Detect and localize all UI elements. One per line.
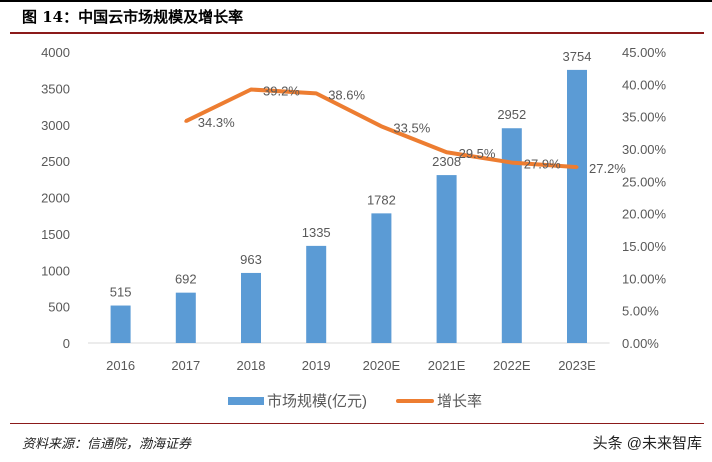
legend-bar-label: 市场规模(亿元) — [267, 393, 367, 410]
x-axis-tick: 2019 — [302, 358, 331, 373]
right-axis-tick: 20.00% — [622, 207, 667, 222]
legend-bar-swatch — [228, 397, 264, 405]
line-data-label: 27.2% — [589, 161, 626, 176]
right-axis-tick: 25.00% — [622, 174, 667, 189]
bar — [371, 213, 392, 343]
line-data-label: 38.6% — [328, 87, 365, 102]
watermark: 头条 @未来智库 — [592, 435, 702, 452]
top-border — [0, 0, 712, 2]
growth-point — [314, 91, 318, 95]
bar — [567, 69, 587, 344]
line-data-label: 34.3% — [198, 115, 235, 130]
x-axis-tick: 2021E — [428, 358, 466, 373]
right-axis-tick: 0.00% — [622, 336, 659, 351]
bar — [241, 272, 261, 343]
bar-data-label: 3754 — [563, 49, 592, 64]
right-axis-tick: 30.00% — [622, 142, 667, 157]
line-data-label: 29.5% — [459, 146, 496, 161]
right-axis-tick: 5.00% — [622, 304, 659, 319]
bar — [306, 245, 327, 343]
left-axis-tick: 500 — [48, 300, 70, 315]
x-axis-tick: 2016 — [106, 358, 135, 373]
growth-point — [249, 88, 253, 92]
left-axis-tick: 2500 — [41, 154, 70, 169]
bar-data-label: 2308 — [432, 154, 461, 169]
growth-point — [575, 165, 579, 169]
footer-rule — [10, 423, 704, 424]
x-axis-tick: 2018 — [237, 358, 266, 373]
bar — [175, 292, 196, 343]
right-axis-tick: 40.00% — [622, 77, 667, 92]
left-axis-tick: 3000 — [41, 118, 70, 133]
x-axis-tick: 2017 — [171, 358, 200, 373]
left-axis-tick: 2000 — [41, 191, 70, 206]
line-data-label: 33.5% — [393, 120, 430, 135]
growth-point — [379, 124, 383, 128]
bar-data-label: 1782 — [367, 192, 396, 207]
left-axis-tick: 3500 — [41, 81, 70, 96]
growth-point — [184, 119, 188, 123]
left-axis-tick: 1000 — [41, 263, 70, 278]
left-axis-tick: 0 — [63, 336, 70, 351]
bar-data-label: 2952 — [497, 107, 526, 122]
legend-line-label: 增长率 — [437, 393, 482, 410]
right-axis-tick: 35.00% — [622, 110, 667, 125]
bar-data-label: 963 — [240, 252, 262, 267]
bar — [501, 128, 522, 343]
bar-data-label: 515 — [110, 285, 132, 300]
bar-data-label: 692 — [175, 272, 197, 287]
left-axis-tick: 4000 — [41, 45, 70, 60]
line-data-label: 39.2% — [263, 84, 300, 99]
line-data-label: 27.9% — [524, 157, 561, 172]
figure-title: 图 14：中国云市场规模及增长率 — [22, 8, 244, 26]
right-axis-tick: 15.00% — [622, 239, 667, 254]
bar-data-label: 1335 — [302, 225, 331, 240]
x-axis-tick: 2022E — [493, 358, 531, 373]
bar — [436, 175, 457, 343]
growth-point — [510, 161, 514, 165]
bar — [110, 305, 131, 343]
source-note: 资料来源：信通院，渤海证券 — [22, 437, 192, 452]
left-axis-tick: 1500 — [41, 227, 70, 242]
growth-point — [445, 150, 449, 154]
title-rule — [10, 32, 704, 34]
right-axis-tick: 10.00% — [622, 271, 667, 286]
right-axis-tick: 45.00% — [622, 45, 667, 60]
x-axis-tick: 2020E — [363, 358, 401, 373]
x-axis-tick: 2023E — [558, 358, 596, 373]
